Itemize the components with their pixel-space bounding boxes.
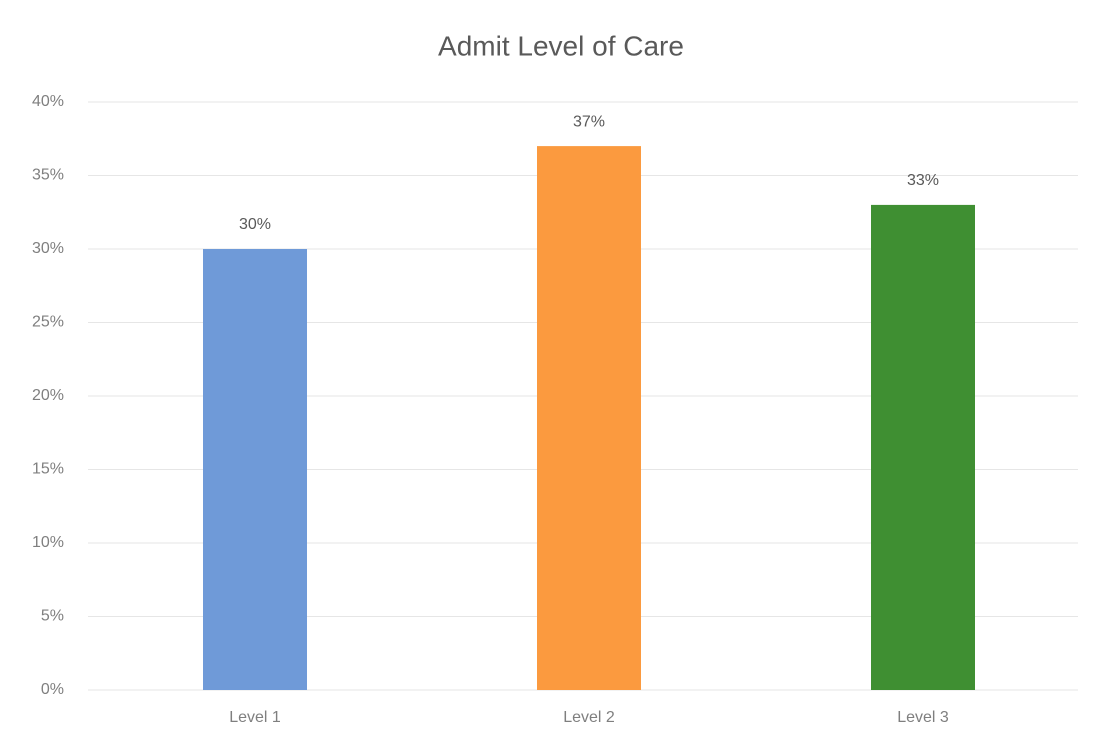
bar bbox=[871, 204, 975, 690]
y-tick-label: 40% bbox=[32, 93, 64, 110]
y-tick-label: 15% bbox=[32, 461, 64, 478]
chart-title: Admit Level of Care bbox=[438, 30, 684, 61]
y-tick-label: 35% bbox=[32, 167, 64, 184]
data-label: 33% bbox=[907, 172, 939, 189]
x-tick-label: Level 2 bbox=[563, 709, 615, 726]
y-tick-label: 10% bbox=[32, 534, 64, 551]
x-tick-label: Level 1 bbox=[229, 709, 281, 726]
x-tick-label: Level 3 bbox=[897, 709, 949, 726]
y-tick-label: 30% bbox=[32, 240, 64, 257]
y-tick-label: 25% bbox=[32, 314, 64, 331]
y-tick-label: 0% bbox=[41, 681, 64, 698]
data-label: 37% bbox=[573, 113, 605, 130]
y-tick-label: 20% bbox=[32, 387, 64, 404]
data-label: 30% bbox=[239, 216, 271, 233]
bar bbox=[537, 146, 641, 691]
y-tick-label: 5% bbox=[41, 608, 64, 625]
bar bbox=[203, 249, 307, 690]
